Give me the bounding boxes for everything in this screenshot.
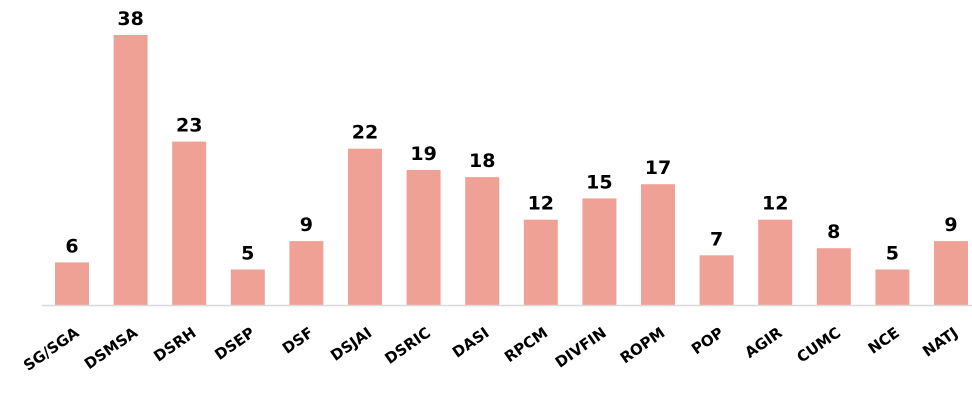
bar-sg-sga bbox=[55, 262, 89, 305]
x-tick-label-dsjai: DSJAI bbox=[327, 324, 375, 365]
x-tick-label-agir: AGIR bbox=[742, 323, 786, 362]
x-tick-label-cumc: CUMC bbox=[794, 324, 845, 367]
value-label-nce: 5 bbox=[886, 243, 899, 265]
value-label-agir: 12 bbox=[762, 193, 788, 215]
value-label-dasi: 18 bbox=[469, 150, 495, 172]
bar-divfin bbox=[582, 198, 617, 305]
x-tick-label-divfin: DIVFIN bbox=[552, 324, 610, 372]
value-label-dsmsa: 38 bbox=[117, 8, 143, 30]
x-tick-label-dsric: DSRIC bbox=[381, 324, 433, 368]
value-label-natj: 9 bbox=[944, 214, 957, 236]
x-tick-label-pop: POP bbox=[688, 324, 727, 359]
bar-ropm bbox=[641, 184, 675, 305]
bar-nce bbox=[875, 269, 910, 305]
value-label-dsf: 9 bbox=[300, 214, 313, 236]
x-tick-label-nce: NCE bbox=[865, 324, 903, 358]
bar-dsmsa bbox=[113, 35, 148, 305]
x-tick-label-dsmsa: DSMSA bbox=[81, 323, 141, 373]
bar-dasi bbox=[465, 177, 500, 305]
x-tick-label-dsrh: DSRH bbox=[150, 324, 199, 366]
bar-cumc bbox=[816, 248, 851, 305]
bar-rpcm bbox=[523, 219, 558, 305]
x-tick-label-dsf: DSF bbox=[279, 324, 317, 358]
bar-agir bbox=[758, 219, 793, 305]
x-tick-label-rpcm: RPCM bbox=[501, 324, 551, 367]
bar-dsf bbox=[289, 241, 324, 305]
value-label-sg-sga: 6 bbox=[65, 235, 78, 257]
value-label-dsric: 19 bbox=[410, 143, 436, 165]
bars-group bbox=[55, 35, 968, 305]
value-label-ropm: 17 bbox=[645, 157, 671, 179]
bar-pop bbox=[699, 255, 734, 305]
value-label-cumc: 8 bbox=[827, 221, 840, 243]
x-tick-label-dsep: DSEP bbox=[211, 324, 258, 364]
bar-dsrh bbox=[172, 141, 207, 305]
bar-dsep bbox=[230, 269, 265, 305]
x-tick-label-ropm: ROPM bbox=[617, 324, 668, 368]
value-labels-group: 6 38 23 5 9 22 19 18 12 15 17 7 12 8 5 9 bbox=[65, 8, 957, 265]
value-label-rpcm: 12 bbox=[528, 193, 554, 215]
value-label-divfin: 15 bbox=[586, 171, 612, 193]
value-label-dsjai: 22 bbox=[352, 122, 378, 144]
bar-dsric bbox=[406, 170, 441, 305]
bar-natj bbox=[934, 241, 968, 305]
x-tick-label-natj: NATJ bbox=[919, 324, 961, 361]
value-label-dsep: 5 bbox=[241, 243, 254, 265]
bar-dsjai bbox=[348, 148, 382, 305]
value-label-pop: 7 bbox=[710, 228, 723, 250]
x-tick-label-sg-sga: SG/SGA bbox=[20, 323, 83, 374]
x-tick-label-dasi: DASI bbox=[449, 324, 492, 362]
value-label-dsrh: 23 bbox=[176, 115, 202, 137]
